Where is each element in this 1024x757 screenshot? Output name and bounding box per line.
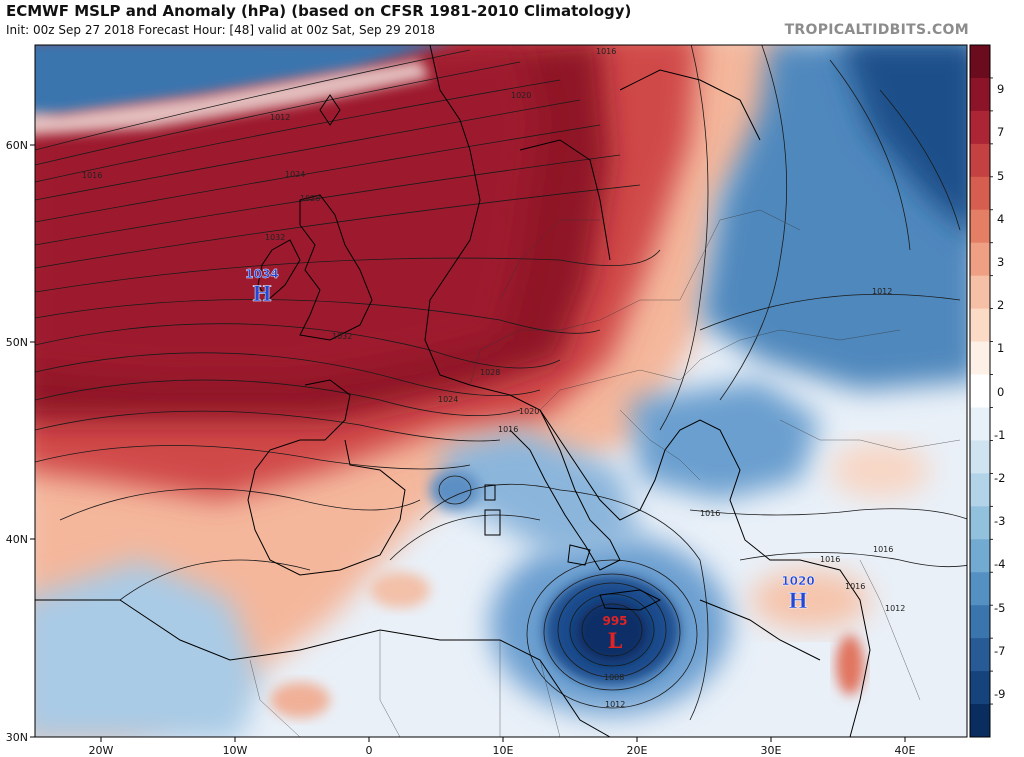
lat-label-30n: 30N	[6, 731, 28, 744]
colorbar-label-5: 5	[997, 169, 1004, 183]
lat-label-60n: 60N	[6, 139, 28, 152]
low-995-value: 995	[602, 614, 627, 628]
colorbar-segment	[970, 473, 990, 507]
isobar-label: 1012	[605, 700, 625, 709]
lon-label-0: 0	[366, 744, 373, 757]
colorbar-label-2: 2	[997, 298, 1004, 312]
isobar-label: 1012	[872, 287, 892, 296]
isobar-label: 1028	[480, 368, 500, 377]
colorbar-segment	[970, 704, 990, 738]
lon-label-30e: 30E	[761, 744, 782, 757]
colorbar-segment	[970, 209, 990, 244]
map-frame	[34, 44, 968, 738]
chart-subtitle: Init: 00z Sep 27 2018 Forecast Hour: [48…	[6, 23, 436, 37]
colorbar-segment	[970, 341, 990, 376]
colorbar-segment	[970, 275, 990, 310]
colorbar-segment	[970, 605, 990, 639]
colorbar-label-neg9: -9	[994, 687, 1005, 701]
colorbar-frame	[969, 44, 991, 738]
colorbar-segment	[970, 242, 990, 277]
isobar-label: 1024	[285, 170, 305, 179]
isobar-label: 1016	[873, 545, 893, 554]
coastlines	[35, 45, 871, 737]
isobar-label: 1016	[845, 582, 865, 591]
colorbar-label-neg1: -1	[994, 428, 1005, 442]
colorbar-label-0: 0	[997, 385, 1004, 399]
colorbar-label-neg7: -7	[994, 644, 1005, 658]
isobar-label: 1028	[300, 194, 320, 203]
colorbar-segment	[970, 143, 990, 178]
high-1034-value: 1034	[245, 267, 278, 281]
isobar-label: 1016	[498, 425, 518, 434]
colorbar-segment	[970, 374, 990, 408]
colorbar-label-9: 9	[997, 82, 1004, 96]
colorbar-labels: 9 7 5 4 3 2 1 0 -1 -2 -3 -4 -5 -7 -9	[994, 82, 1005, 701]
colorbar-segment	[970, 638, 990, 672]
isobar-label: 1020	[511, 91, 531, 100]
chart-title: ECMWF MSLP and Anomaly (hPa) (based on C…	[6, 2, 632, 20]
isobar-label: 1012	[270, 113, 290, 122]
anomaly-field	[35, 45, 967, 737]
high-1020-value: 1020	[781, 574, 814, 588]
lon-label-20e: 20E	[627, 744, 648, 757]
colorbar-label-1: 1	[997, 341, 1004, 355]
isobar-label: 1012	[885, 604, 905, 613]
isobar-label: 1032	[332, 332, 352, 341]
colorbar-segment	[970, 308, 990, 343]
pressure-systems: 1034 H 1020 H 995 L	[245, 267, 815, 653]
isobar-label: 1024	[438, 395, 458, 404]
colorbar	[970, 45, 993, 738]
isobar-label: 1032	[265, 233, 285, 242]
lon-label-40e: 40E	[895, 744, 916, 757]
lon-label-20w: 20W	[89, 744, 114, 757]
lat-label-50n: 50N	[6, 336, 28, 349]
colorbar-segment	[970, 671, 990, 705]
brand-watermark: TROPICALTIDBITS.COM	[784, 22, 969, 38]
colorbar-segment	[970, 539, 990, 573]
isobar-label: 1020	[519, 407, 539, 416]
borders	[249, 209, 961, 737]
isobar-label: 1008	[604, 673, 624, 682]
isobar-label: 1016	[82, 171, 102, 180]
colorbar-segment	[970, 77, 990, 112]
lat-label-40n: 40N	[6, 533, 28, 546]
colorbar-label-7: 7	[997, 125, 1004, 139]
colorbar-segment	[970, 440, 990, 474]
colorbar-segment	[970, 110, 990, 145]
longitude-axis: 20W 10W 0 10E 20E 30E 40E	[89, 737, 916, 757]
isobar-labels: 1016 1012 1020 1016 1024 1028 1032 1032 …	[82, 47, 905, 709]
isobar-label: 1016	[700, 509, 720, 518]
lon-label-10w: 10W	[223, 744, 248, 757]
colorbar-label-neg5: -5	[994, 601, 1005, 615]
latitude-axis: 60N 50N 40N 30N	[6, 139, 35, 744]
colorbar-segment	[970, 506, 990, 540]
isobar-label: 1016	[820, 555, 840, 564]
isobars	[35, 45, 967, 721]
colorbar-segment	[970, 572, 990, 606]
colorbar-label-neg4: -4	[994, 557, 1005, 571]
isobar-label: 1016	[596, 47, 616, 56]
colorbar-segment	[970, 407, 990, 441]
lon-label-10e: 10E	[493, 744, 514, 757]
high-1034-symbol: H	[252, 281, 272, 306]
colorbar-segment	[970, 45, 990, 79]
colorbar-label-neg3: -3	[994, 514, 1005, 528]
colorbar-label-neg2: -2	[994, 471, 1005, 485]
colorbar-label-3: 3	[997, 255, 1004, 269]
colorbar-label-4: 4	[997, 212, 1004, 226]
low-995-symbol: L	[608, 628, 623, 653]
colorbar-segment	[970, 176, 990, 211]
high-1020-symbol: H	[788, 588, 808, 613]
